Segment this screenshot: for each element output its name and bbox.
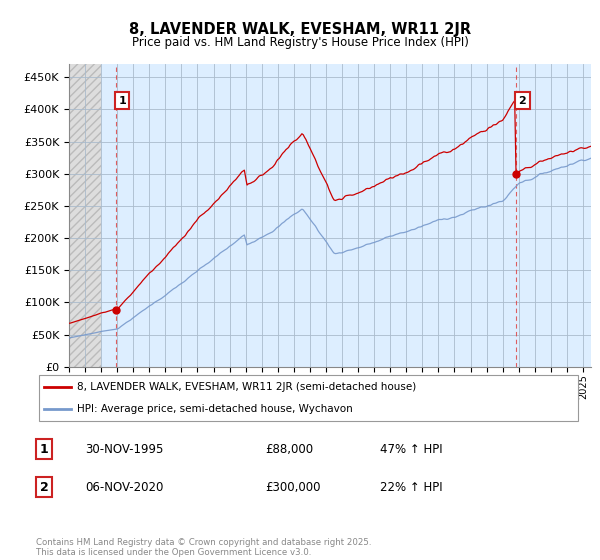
Text: 8, LAVENDER WALK, EVESHAM, WR11 2JR: 8, LAVENDER WALK, EVESHAM, WR11 2JR [129,22,471,38]
Text: 1: 1 [118,96,126,106]
Text: 8, LAVENDER WALK, EVESHAM, WR11 2JR (semi-detached house): 8, LAVENDER WALK, EVESHAM, WR11 2JR (sem… [77,382,416,393]
Text: 06-NOV-2020: 06-NOV-2020 [85,480,164,494]
Text: Price paid vs. HM Land Registry's House Price Index (HPI): Price paid vs. HM Land Registry's House … [131,36,469,49]
Text: Contains HM Land Registry data © Crown copyright and database right 2025.
This d: Contains HM Land Registry data © Crown c… [36,538,371,557]
Text: £300,000: £300,000 [265,480,321,494]
Text: £88,000: £88,000 [265,443,313,456]
Bar [69,64,101,367]
FancyBboxPatch shape [39,376,578,421]
Text: 22% ↑ HPI: 22% ↑ HPI [380,480,443,494]
Text: 30-NOV-1995: 30-NOV-1995 [85,443,164,456]
Text: 2: 2 [518,96,526,106]
Text: 1: 1 [40,443,49,456]
Text: 2: 2 [40,480,49,494]
Text: HPI: Average price, semi-detached house, Wychavon: HPI: Average price, semi-detached house,… [77,404,353,414]
Text: 47% ↑ HPI: 47% ↑ HPI [380,443,443,456]
